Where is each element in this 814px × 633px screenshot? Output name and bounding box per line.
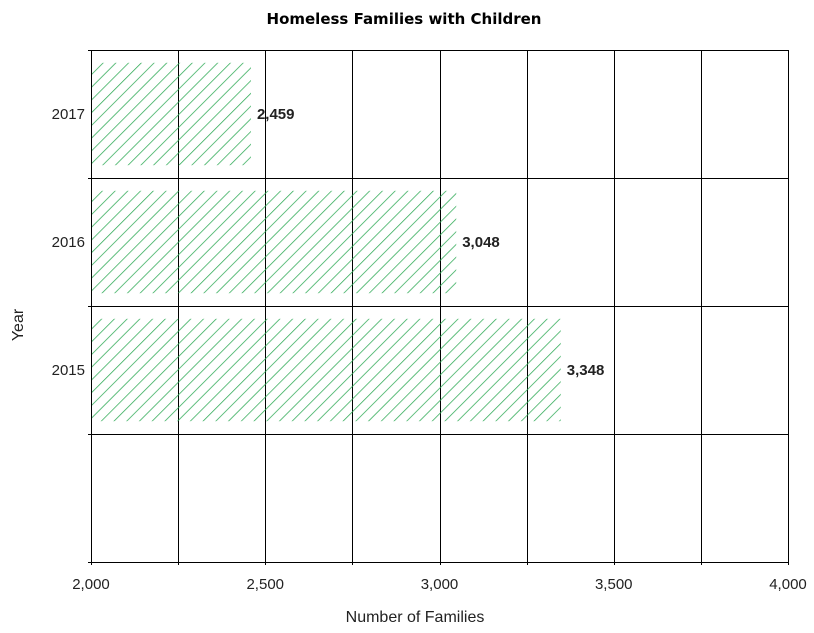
x-tick-label: 2,000 [72, 576, 110, 593]
y-axis-label: Year [10, 308, 27, 341]
y-tick-label: 2015 [52, 362, 85, 379]
x-tick-label: 3,000 [421, 576, 459, 593]
data-label: 3,048 [462, 234, 500, 251]
chart-title: Homeless Families with Children [267, 10, 542, 28]
x-tick-label: 2,500 [246, 576, 284, 593]
bar [92, 318, 561, 422]
bar [92, 62, 251, 166]
grid [88, 50, 789, 565]
data-label: 2,459 [257, 106, 295, 123]
data-label: 3,348 [567, 362, 605, 379]
bars: 2,459 3,048 3,348 [92, 62, 605, 422]
axis-ticks: 2017 2016 2015 2,000 2,500 3,000 3,500 4,000 [52, 106, 807, 593]
x-tick-label: 3,500 [595, 576, 633, 593]
x-tick-label: 4,000 [769, 576, 807, 593]
bar [92, 190, 457, 294]
y-tick-label: 2017 [52, 106, 85, 123]
x-axis-label: Number of Families [346, 609, 485, 626]
y-tick-label: 2016 [52, 234, 85, 251]
